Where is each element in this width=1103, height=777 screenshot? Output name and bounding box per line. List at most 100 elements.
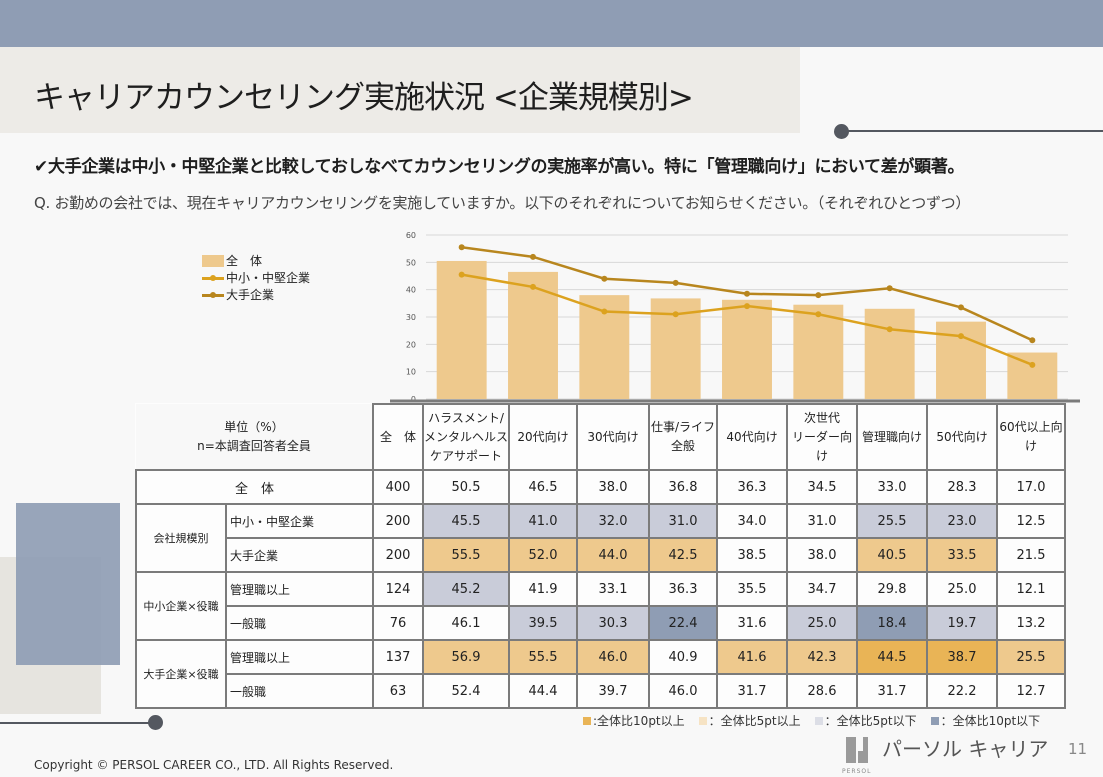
value-cell: 46.0 [576,639,650,675]
point-sme [744,303,750,310]
value-cell: 46.5 [508,469,578,505]
value-cell: 33.0 [856,469,928,505]
base-label: n=本調査回答者全員 [197,438,311,453]
rule-dot-top [834,124,849,139]
value-cell: 38.7 [926,639,998,675]
legend-item-total: 全 体 [202,252,310,269]
legend-label-sme: 中小・中堅企業 [226,271,311,285]
column-header: 60代以上向 け [996,403,1066,471]
point-sme [815,311,822,318]
value-cell: 52.0 [508,537,578,573]
value-cell: 22.4 [648,605,718,641]
color-square-icon [930,717,939,725]
title-box [0,47,800,133]
value-cell: 36.3 [716,469,788,505]
unit-label: 単位（%） [224,419,284,434]
table-row-total: 全 体 400 50.5 46.5 38.0 36.8 36.3 34.5 33.0 28.3 17… [135,469,1066,505]
y-tick-label: 30 [406,313,416,322]
table-row: 大手企業 200 55.5 52.0 44.0 42.5 38.5 38.0 40.5 33.5 2… [136,537,1066,573]
legend-label-large: 大手企業 [226,288,275,302]
value-cell: 28.3 [926,469,998,505]
value-cell: 25.5 [996,639,1066,675]
bar-swatch-icon [202,254,224,267]
page-number: 11 [1068,740,1088,758]
value-cell: 13.2 [996,605,1066,641]
data-table: 単位（%） n=本調査回答者全員 全 体ハラスメント/ メンタルヘルス ケアサポート… [135,403,1066,709]
chart-legend: 全 体 中小・中堅企業 大手企業 [202,252,310,303]
table-row: 一般職 76 46.1 39.5 30.3 22.4 31.6 25.0 18.4 19.7 13.… [136,605,1066,641]
table-row: 会社規模別 中小・中堅企業 200 45.5 41.0 32.0 31.0 34.0 31.0 2… [135,503,1066,573]
value-cell: 45.2 [422,571,510,607]
table-row: 中小企業×役職 管理職以上 124 45.2 41.9 33.1 36.3 35.5 34.7 2… [135,571,1066,641]
value-cell: 38.0 [576,469,650,505]
value-cell: 46.0 [648,673,718,709]
row-label: 一般職 [225,605,374,641]
n-value: 200 [372,503,424,539]
column-header-n: 全 体 [372,403,424,471]
column-header: 次世代 リーダー向 け [786,403,858,471]
value-cell: 12.5 [996,503,1066,539]
value-cell: 29.8 [856,571,928,607]
group-label: 中小企業×役職 [135,571,227,641]
row-label: 中小・中堅企業 [225,503,374,539]
point-large [1029,337,1036,344]
point-large [744,290,750,297]
point-sme [886,326,893,333]
value-cell: 30.3 [576,605,650,641]
headline: ✔大手企業は中小・中堅企業と比較しておしなべてカウンセリングの実施率が高い。特に… [34,157,965,177]
column-header: ハラスメント/ メンタルヘルス ケアサポート [422,403,510,471]
color-square-icon [583,717,591,725]
row-label: 大手企業 [225,537,374,573]
point-sme [1029,361,1036,368]
unit-cell: 単位（%） n=本調査回答者全員 [136,404,374,471]
point-large [958,304,964,311]
y-tick-label: 40 [406,286,416,295]
value-cell: 31.0 [648,503,718,539]
top-banner [0,0,1103,47]
rule-dot-bottom [148,715,163,730]
value-cell: 22.2 [926,673,998,709]
value-cell: 25.0 [926,571,998,607]
value-cell: 38.5 [716,537,788,573]
rule-line-bottom [0,722,152,724]
value-cell: 18.4 [856,605,928,641]
combo-chart: 0 10 20 30 40 50 60 [390,231,1080,403]
value-cell: 34.7 [786,571,858,607]
value-cell: 19.7 [926,605,998,641]
value-cell: 34.5 [786,469,858,505]
point-sme [601,308,608,315]
y-tick-label: 0 [411,395,416,403]
value-cell: 50.5 [422,469,510,505]
n-value: 63 [372,673,424,709]
value-cell: 25.5 [856,503,928,539]
value-cell: 38.0 [786,537,858,573]
point-sme [958,333,964,340]
point-large [458,244,465,251]
value-cell: 52.4 [422,673,510,709]
column-header: 40代向け [716,403,788,471]
legend-item-sme: 中小・中堅企業 [202,269,310,286]
point-sme [672,311,679,318]
point-sme [530,283,536,290]
value-cell: 35.5 [716,571,788,607]
column-header: 50代向け [926,403,998,471]
y-tick-label: 10 [406,368,416,377]
value-cell: 17.0 [996,469,1066,505]
survey-question: Q. お勤めの会社では、現在キャリアカウンセリングを実施していますか。以下のそれ… [34,194,971,212]
value-cell: 55.5 [508,639,578,675]
line-marker-icon [202,289,224,301]
table-header-row: 単位（%） n=本調査回答者全員 全 体ハラスメント/ メンタルヘルス ケアサポート… [136,403,1066,471]
row-label: 管理職以上 [225,571,374,607]
bar-total [864,308,915,399]
value-cell: 21.5 [996,537,1066,573]
value-cell: 41.6 [716,639,788,675]
shading-legend-item: ：全体比5pt以下 [814,712,917,729]
bar-total [436,260,487,399]
point-large [601,275,608,282]
bar-total [793,304,844,399]
point-large [530,253,536,260]
value-cell: 36.8 [648,469,718,505]
value-cell: 12.1 [996,571,1066,607]
n-value: 400 [372,469,424,505]
point-large [815,292,822,299]
